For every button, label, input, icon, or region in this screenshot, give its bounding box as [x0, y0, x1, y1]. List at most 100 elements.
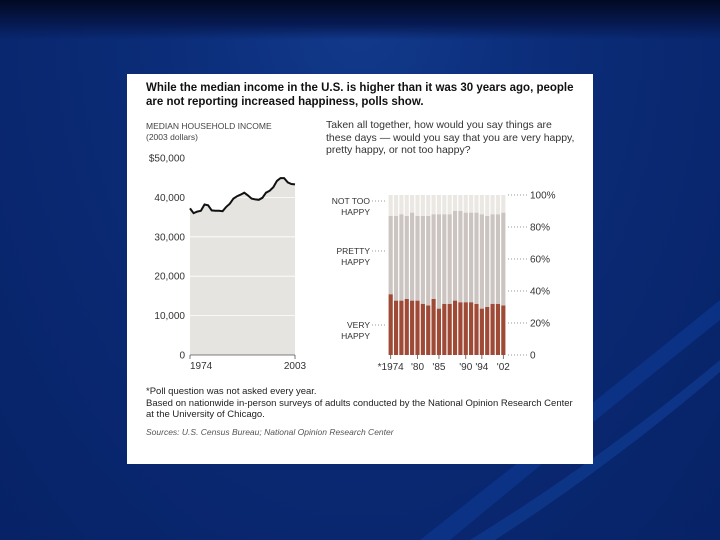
happy-y-tick-label: 40% [530, 287, 550, 298]
bar-very-happy [431, 299, 436, 355]
bar-not-too-happy [388, 195, 393, 216]
bar-very-happy [393, 300, 399, 355]
series-label-line1: NOT TOO [332, 196, 371, 206]
bar-pretty-happy [442, 214, 447, 304]
bar-pretty-happy [388, 215, 393, 295]
series-label-line2: HAPPY [341, 331, 370, 341]
happy-y-tick-label: 80% [530, 223, 550, 234]
bar-not-too-happy [426, 195, 431, 216]
bar-very-happy [388, 294, 393, 355]
bar-pretty-happy [404, 215, 409, 299]
happy-y-tick-label: 0 [530, 351, 536, 362]
series-label-line1: PRETTY [336, 246, 370, 256]
income-chart-subtitle: (2003 dollars) [146, 132, 198, 142]
bar-pretty-happy [490, 214, 495, 304]
footnote-asterisk: *Poll question was not asked every year. [146, 386, 317, 397]
survey-note: Based on nationwide in-person surveys of… [146, 397, 573, 421]
bar-pretty-happy [469, 212, 474, 303]
bar-not-too-happy [490, 195, 495, 215]
bar-very-happy [490, 303, 495, 355]
happy-x-tick-label: '90 [459, 362, 472, 373]
income-y-tick-label: 10,000 [154, 311, 185, 322]
happiness-chart: 0 20% 40% 60% 80% 100% *1974 '80 '85 '90'94 '02 VER… [332, 191, 556, 374]
bar-pretty-happy [426, 215, 431, 306]
bar-very-happy [485, 307, 490, 355]
income-x-tick-label: 1974 [190, 361, 213, 372]
bar-very-happy [442, 303, 447, 355]
bar-very-happy [415, 300, 420, 355]
income-y-tick-label: 20,000 [154, 272, 185, 283]
bar-not-too-happy [469, 195, 474, 213]
bar-very-happy [447, 303, 452, 355]
footnotes: *Poll question was not asked every year.… [146, 386, 576, 438]
income-x-tick-label: 2003 [284, 361, 307, 372]
sources-note: Sources: U.S. Census Bureau; National Op… [146, 426, 394, 437]
bar-very-happy [426, 305, 431, 355]
happiness-question: Taken all together, how would you say th… [326, 119, 575, 156]
bar-very-happy [479, 308, 484, 355]
bar-pretty-happy [415, 215, 420, 301]
bar-pretty-happy [474, 212, 479, 304]
happy-x-tick-label: '94 [475, 362, 488, 373]
bar-not-too-happy [474, 195, 479, 213]
bar-very-happy [495, 303, 501, 355]
bar-very-happy [474, 303, 479, 355]
bar-pretty-happy [393, 215, 399, 301]
bar-not-too-happy [501, 195, 506, 213]
slide-top-band [0, 0, 720, 40]
bar-pretty-happy [447, 214, 452, 304]
bar-very-happy [452, 300, 458, 355]
series-label-line1: VERY [347, 320, 370, 330]
bar-not-too-happy [485, 195, 490, 216]
bar-pretty-happy [431, 214, 436, 299]
income-y-tick-label: 0 [179, 351, 185, 362]
income-chart-title: MEDIAN HOUSEHOLD INCOME [146, 121, 272, 131]
income-area [190, 178, 295, 355]
happy-x-tick-label: '02 [497, 362, 510, 373]
happy-x-tick-label: '80 [411, 362, 424, 373]
income-y-tick-label: 30,000 [154, 232, 185, 243]
series-label-line2: HAPPY [341, 257, 370, 267]
bar-not-too-happy [399, 195, 404, 215]
bar-not-too-happy [442, 195, 447, 215]
happy-y-tick-label: 100% [530, 191, 556, 202]
bar-pretty-happy [410, 212, 415, 301]
income-chart-label: MEDIAN HOUSEHOLD INCOME (2003 dollars) [146, 121, 316, 143]
income-y-tick-label: 40,000 [154, 193, 185, 204]
income-y-tick-label: $50,000 [149, 154, 186, 165]
bar-pretty-happy [452, 211, 458, 301]
bar-not-too-happy [404, 195, 409, 216]
bar-pretty-happy [501, 212, 506, 306]
bar-not-too-happy [420, 195, 425, 216]
bar-pretty-happy [420, 215, 425, 304]
figure-headline: While the median income in the U.S. is h… [146, 82, 574, 108]
bar-not-too-happy [415, 195, 420, 216]
series-label-line2: HAPPY [341, 207, 370, 217]
bar-pretty-happy [399, 214, 404, 301]
income-chart: 0 10,000 20,000 30,000 40,000 $50,000 1974 2003 [149, 154, 307, 373]
happy-y-tick-label: 20% [530, 319, 550, 330]
bar-very-happy [463, 302, 468, 355]
bar-pretty-happy [436, 214, 442, 309]
bar-not-too-happy [452, 195, 458, 211]
bar-pretty-happy [463, 212, 468, 303]
bar-pretty-happy [485, 215, 490, 307]
bar-very-happy [410, 300, 415, 355]
bar-not-too-happy [463, 195, 468, 213]
bar-not-too-happy [479, 195, 484, 215]
happy-y-tick-label: 60% [530, 255, 550, 266]
bar-very-happy [420, 303, 425, 355]
bar-pretty-happy [458, 211, 463, 303]
bar-not-too-happy [458, 195, 463, 211]
bar-very-happy [399, 300, 404, 355]
bar-very-happy [469, 302, 474, 355]
bar-not-too-happy [410, 195, 415, 213]
happy-x-tick-label: *1974 [378, 362, 405, 373]
bar-not-too-happy [436, 195, 442, 215]
income-line [189, 177, 296, 215]
bar-pretty-happy [495, 214, 501, 304]
happy-x-tick-label: '85 [432, 362, 445, 373]
bar-not-too-happy [393, 195, 399, 216]
bar-not-too-happy [495, 195, 501, 215]
bar-very-happy [458, 302, 463, 355]
